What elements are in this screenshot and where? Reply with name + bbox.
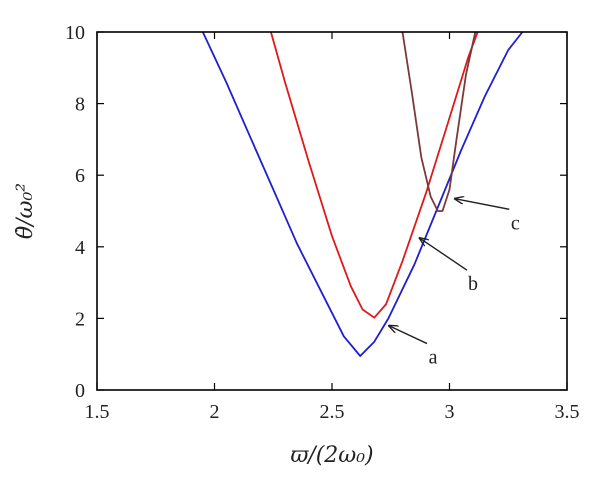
series-c-line — [401, 31, 477, 212]
annotation-label-b: b — [468, 273, 478, 295]
y-tick-label: 8 — [75, 94, 85, 116]
tick-labels: 1.5 2 2.5 3 3.5 0 2 4 6 8 10 — [65, 22, 580, 423]
y-tick-label: 4 — [75, 237, 85, 259]
y-tick-label: 2 — [75, 308, 85, 330]
ticks — [96, 31, 568, 391]
y-axis-title: θ̇/ω₀² — [13, 183, 38, 239]
x-tick-label: 2 — [210, 401, 220, 423]
annotation-label-a: a — [429, 347, 438, 369]
annotation-arrow-a — [389, 326, 428, 345]
plot-lines — [201, 31, 524, 357]
series-a-line — [201, 31, 524, 357]
annotations: a b c — [389, 199, 520, 369]
annotation-label-c: c — [511, 212, 520, 234]
plot-frame — [96, 31, 568, 391]
y-tick-label: 10 — [65, 22, 85, 44]
series-b-line — [270, 31, 479, 319]
y-tick-label: 6 — [75, 165, 85, 187]
annotation-arrow-b — [420, 238, 468, 271]
x-tick-label: 1.5 — [85, 401, 110, 423]
annotation-arrow-c — [455, 199, 510, 211]
x-tick-label: 3.5 — [555, 401, 580, 423]
x-tick-label: 3 — [445, 401, 455, 423]
x-tick-label: 2.5 — [320, 401, 345, 423]
y-tick-label: 0 — [75, 380, 85, 402]
x-axis-title: ϖ/(2ω₀) — [290, 443, 373, 468]
